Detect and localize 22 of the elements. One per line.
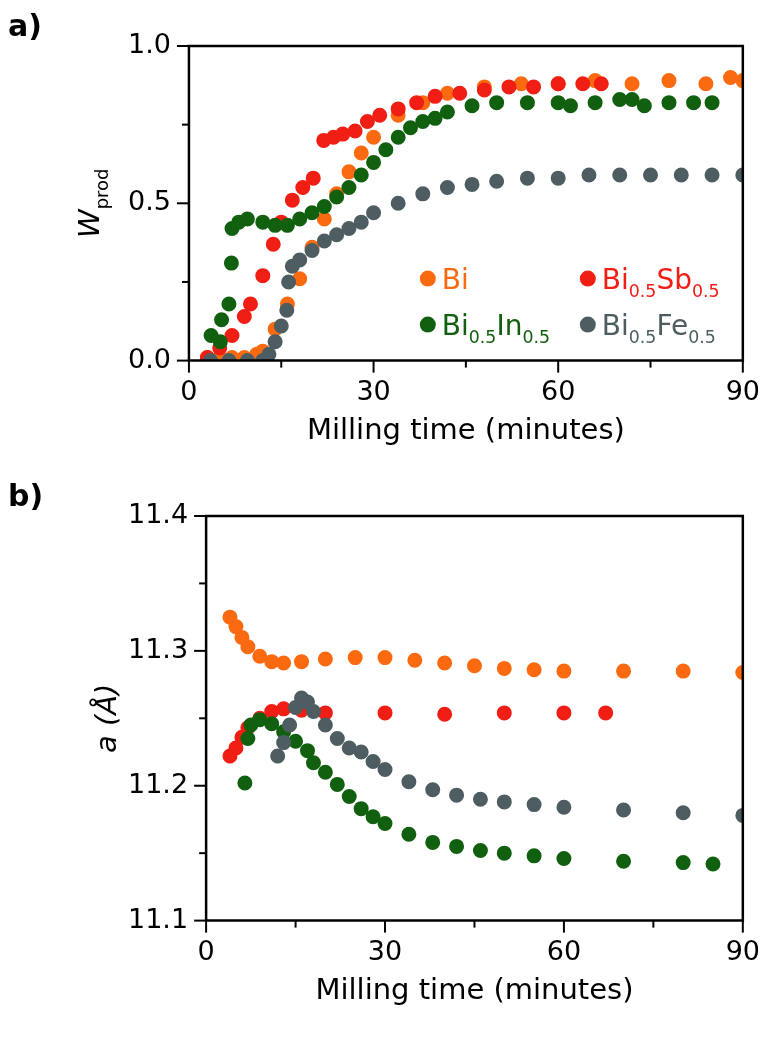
y-axis-title: Wprod — [71, 168, 112, 239]
x-axis-title: Milling time (minutes) — [315, 971, 634, 1006]
x-tick-label: 60 — [541, 374, 576, 406]
x-tick-label: 30 — [367, 934, 403, 966]
x-tick-label: 0 — [180, 374, 198, 406]
x-tick-label: 60 — [546, 934, 582, 966]
x-tick-label: 0 — [197, 934, 215, 966]
x-tick-label: 90 — [725, 934, 760, 966]
y-tick-label: 0.0 — [127, 342, 171, 374]
y-tick-label: 11.1 — [127, 902, 189, 934]
y-tick-label: 11.2 — [127, 767, 189, 799]
x-tick-label: 90 — [725, 374, 760, 406]
legend-label: Bi — [441, 262, 469, 296]
y-axis-title: a (Å) — [89, 683, 124, 754]
text: a) — [8, 8, 42, 43]
text: b) — [8, 478, 44, 513]
y-tick-label: 0.5 — [127, 185, 171, 217]
x-axis-title: Milling time (minutes) — [306, 411, 625, 446]
x-tick-label: 30 — [356, 374, 391, 406]
y-tick-label: 11.3 — [127, 632, 189, 664]
y-tick-label: 1.0 — [127, 28, 171, 60]
y-tick-label: 11.4 — [127, 498, 189, 530]
